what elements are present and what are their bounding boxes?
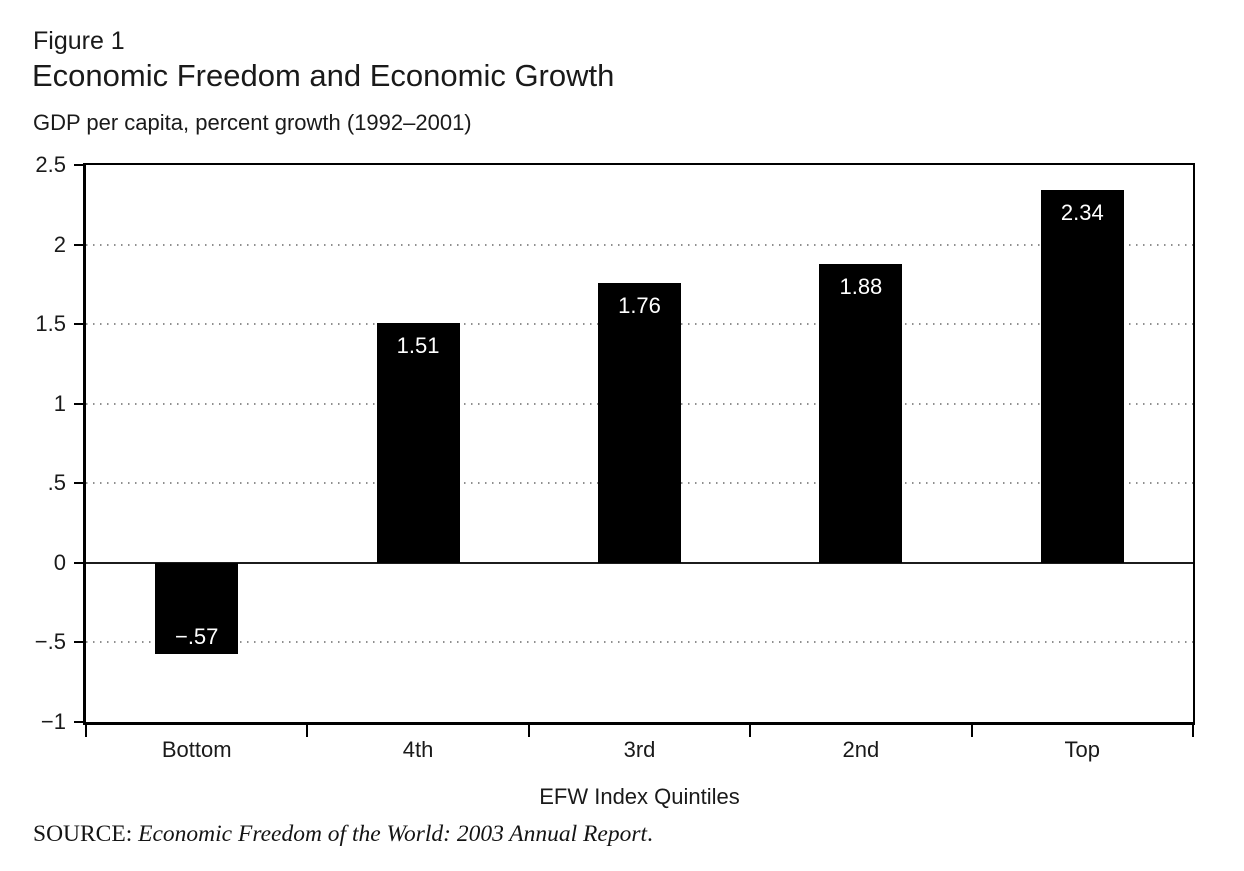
- y-tick-mark: [74, 721, 86, 723]
- y-tick-label: 0: [53, 549, 66, 575]
- x-tick-mark: [85, 724, 87, 737]
- y-tick-mark: [74, 641, 86, 644]
- y-tick-label: 1.5: [35, 311, 66, 337]
- bar-top: 2.34: [1040, 190, 1124, 563]
- y-tick-label: −1: [40, 709, 66, 734]
- bar-value-label: 2.34: [1060, 200, 1104, 226]
- bar-4th: 1.51: [376, 322, 460, 563]
- bar-value-label: 1.51: [396, 332, 440, 358]
- x-axis-title: EFW Index Quintiles: [539, 784, 740, 809]
- bar-2nd: 1.88: [819, 263, 903, 563]
- x-category-label: 3rd: [623, 737, 656, 762]
- zero-line: [86, 562, 1193, 564]
- y-tick-mark: [74, 482, 86, 485]
- x-category-label: Bottom: [161, 737, 232, 762]
- bar-bottom: −.57: [155, 562, 239, 654]
- figure-number: Figure 1: [33, 27, 125, 55]
- x-tick-mark: [970, 724, 973, 737]
- source-citation: Economic Freedom of the World: 2003 Annu…: [138, 821, 648, 847]
- x-tick-mark: [749, 724, 752, 737]
- x-category-label: 2nd: [842, 737, 880, 762]
- chart-subtitle: GDP per capita, percent growth (1992–200…: [33, 110, 472, 135]
- chart-title: Economic Freedom and Economic Growth: [32, 58, 615, 93]
- x-tick-mark: [306, 724, 309, 737]
- y-tick-mark: [74, 164, 86, 166]
- bar-value-label: −.57: [174, 623, 219, 649]
- x-tick-mark: [527, 724, 530, 737]
- bar-3rd: 1.76: [598, 282, 681, 563]
- y-tick-mark: [74, 323, 86, 326]
- gridline: [86, 243, 1193, 246]
- x-axis-line: [83, 722, 1195, 725]
- x-category-label: 4th: [402, 737, 434, 762]
- gridline: [86, 641, 1193, 644]
- plot-area: −.57 1.51 1.76 1.88 2.34: [83, 163, 1195, 725]
- y-tick-label: .5: [47, 470, 66, 496]
- source-prefix: SOURCE:: [33, 821, 139, 847]
- y-tick-label: −.5: [34, 629, 66, 655]
- bar-value-label: 1.76: [618, 292, 661, 318]
- y-tick-mark: [74, 243, 86, 246]
- y-tick-mark: [74, 561, 86, 564]
- source-note: SOURCE: Economic Freedom of the World: 2…: [33, 820, 653, 849]
- x-tick-mark: [1192, 724, 1194, 737]
- y-tick-label: 2.5: [35, 152, 66, 177]
- source-period: .: [647, 821, 653, 847]
- plot-top-border: [86, 163, 1195, 165]
- y-tick-label: 2: [53, 231, 66, 257]
- x-category-label: Top: [1064, 737, 1101, 762]
- bar-value-label: 1.88: [839, 273, 883, 299]
- y-axis-line: [83, 163, 86, 725]
- plot-right-border: [1193, 163, 1195, 722]
- y-tick-mark: [74, 402, 86, 405]
- y-tick-label: 1: [53, 390, 66, 416]
